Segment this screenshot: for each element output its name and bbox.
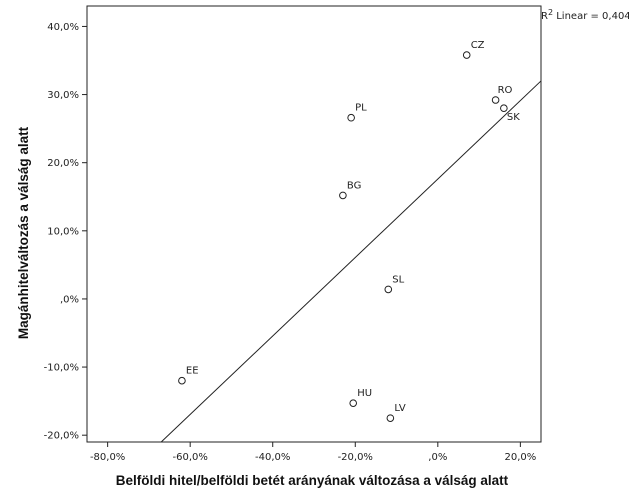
data-point-label: RO	[498, 85, 513, 96]
x-tick-label: -40,0%	[255, 452, 290, 463]
data-points: CZ RO SK PL BG SL EE HU LV	[178, 40, 520, 422]
data-point-label: EE	[186, 366, 199, 377]
data-point-ro	[491, 96, 500, 104]
data-point-label: LV	[394, 403, 405, 414]
data-point-lv	[386, 414, 395, 422]
data-point-sk	[500, 104, 508, 112]
y-tick-label: ,0%	[60, 294, 79, 305]
x-tick-label: -60,0%	[172, 452, 207, 463]
data-point-bg	[339, 191, 347, 200]
data-point-label: CZ	[471, 40, 485, 51]
y-tick-label: 20,0%	[47, 158, 79, 169]
data-point-cz	[462, 51, 471, 59]
x-axis-title: Belföldi hitel/belföldi betét arányának …	[116, 473, 509, 488]
data-point-label: PL	[355, 103, 367, 114]
y-tick-label: -20,0%	[44, 431, 79, 442]
data-point-ee	[178, 376, 186, 385]
x-tick-label: -20,0%	[338, 452, 373, 463]
x-tick-label: 20,0%	[504, 452, 536, 463]
x-tick-label: -80,0%	[90, 452, 125, 463]
x-axis-ticks: -80,0% -60,0% -40,0% -20,0% ,0% 20,0%	[90, 442, 536, 463]
y-tick-label: 40,0%	[47, 22, 79, 33]
r2-superscript: 2	[548, 8, 553, 17]
r2-value: Linear = 0,404	[553, 11, 629, 22]
y-tick-label: 30,0%	[47, 90, 79, 101]
r2-letter: R	[541, 11, 548, 22]
data-point-label: HU	[357, 388, 372, 399]
linear-fit-line	[160, 80, 542, 443]
data-point-label: SK	[507, 112, 520, 123]
r2-label: R2 Linear = 0,404	[541, 8, 629, 22]
y-tick-label: -10,0%	[44, 363, 79, 374]
data-point-label: BG	[347, 180, 361, 191]
y-tick-label: 10,0%	[47, 226, 79, 237]
data-point-label: SL	[392, 274, 404, 285]
y-axis-ticks: -20,0% -10,0% ,0% 10,0% 20,0% 30,0% 40,0%	[44, 22, 87, 442]
x-tick-label: ,0%	[428, 452, 447, 463]
y-axis-title: Magánhitelváltozás a válság alatt	[16, 126, 31, 339]
plot-area	[86, 5, 542, 443]
data-point-pl	[347, 113, 355, 122]
data-point-hu	[349, 399, 358, 407]
data-point-sl	[384, 285, 393, 294]
